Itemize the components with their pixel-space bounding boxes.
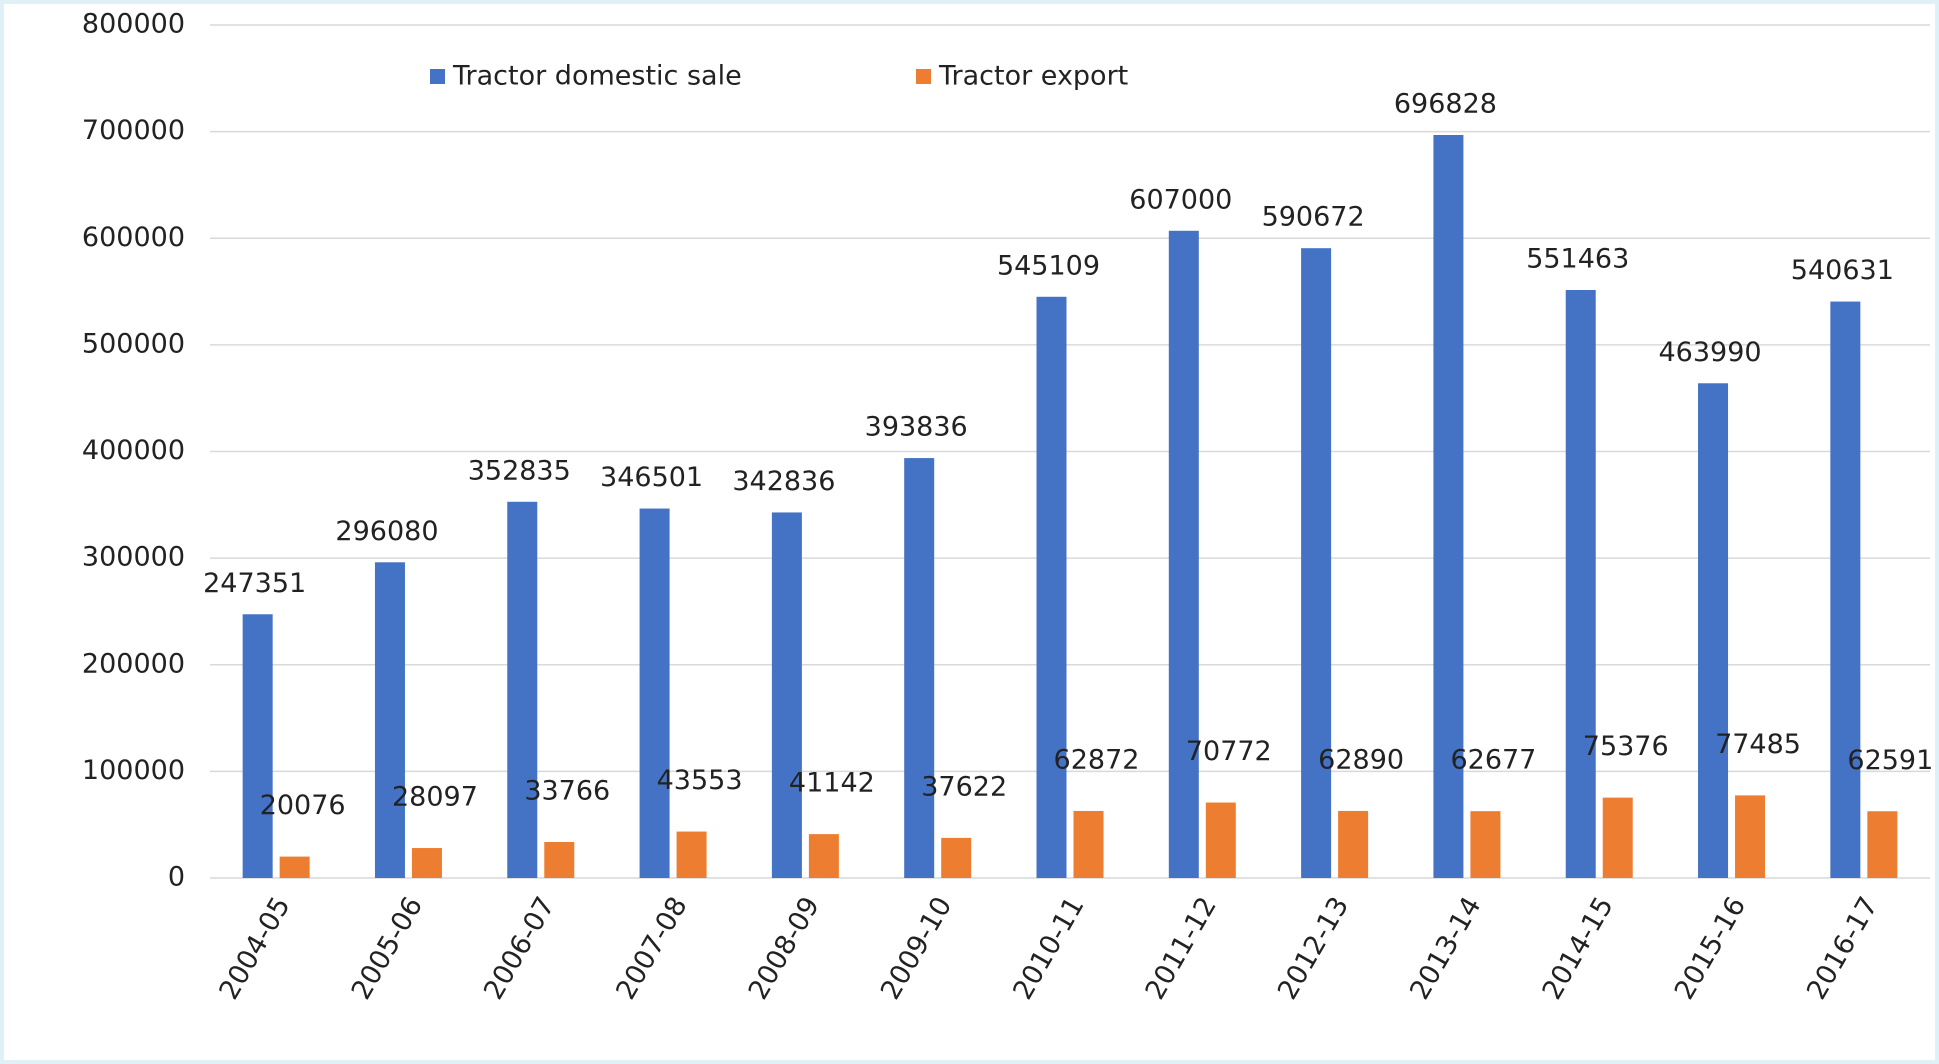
data-label: 590672 [1262,202,1365,233]
data-label: 393836 [865,412,968,443]
data-label: 696828 [1394,89,1497,120]
bar [676,831,707,878]
bar [1735,795,1766,878]
bar [1338,810,1369,878]
bar [808,834,839,878]
bar [1830,301,1861,878]
bar [1301,248,1332,878]
bar [507,501,538,878]
data-label: 41142 [789,768,875,799]
legend-label: Tractor export [938,61,1128,92]
y-tick-label: 200000 [82,648,185,679]
y-tick-label: 700000 [82,115,185,146]
bar [771,512,802,878]
data-label: 540631 [1791,255,1894,286]
data-label: 37622 [921,771,1007,802]
bar [1602,797,1633,878]
bar [1073,810,1104,878]
bar [374,562,405,878]
bar [279,856,310,878]
data-label: 346501 [600,462,703,493]
data-label: 43553 [657,765,743,796]
legend-swatch [430,69,445,84]
bar [411,848,442,878]
legend-label: Tractor domestic sale [452,61,742,92]
legend-swatch [916,69,931,84]
bar [242,614,273,878]
y-tick-label: 300000 [82,542,185,573]
data-label: 28097 [392,782,478,813]
bar [1205,802,1236,878]
data-label: 607000 [1129,184,1232,215]
y-tick-label: 100000 [82,755,185,786]
data-label: 62591 [1847,745,1933,776]
bar [1867,811,1898,878]
y-tick-label: 600000 [82,222,185,253]
data-label: 75376 [1583,731,1669,762]
bar [1698,383,1729,878]
bar [1565,290,1596,878]
bar [639,508,670,878]
data-label: 62677 [1450,745,1536,776]
data-label: 296080 [335,516,438,547]
data-label: 70772 [1186,736,1272,767]
bar [544,841,575,878]
bar [941,837,972,878]
bar [1433,135,1464,878]
bar [904,458,935,878]
data-label: 20076 [260,790,346,821]
data-label: 545109 [997,250,1100,281]
data-label: 77485 [1715,729,1801,760]
data-label: 352835 [468,455,571,486]
y-tick-label: 400000 [82,435,185,466]
data-label: 551463 [1526,244,1629,275]
data-label: 62890 [1318,744,1404,775]
data-label: 342836 [732,466,835,497]
y-tick-label: 500000 [82,328,185,359]
bar [1168,230,1199,878]
y-tick-label: 800000 [82,9,185,40]
y-tick-label: 0 [168,862,185,893]
data-label: 247351 [203,568,306,599]
data-label: 33766 [524,775,610,806]
data-label: 62872 [1054,744,1140,775]
bar [1036,296,1067,878]
data-label: 463990 [1658,337,1761,368]
bar [1470,811,1501,878]
